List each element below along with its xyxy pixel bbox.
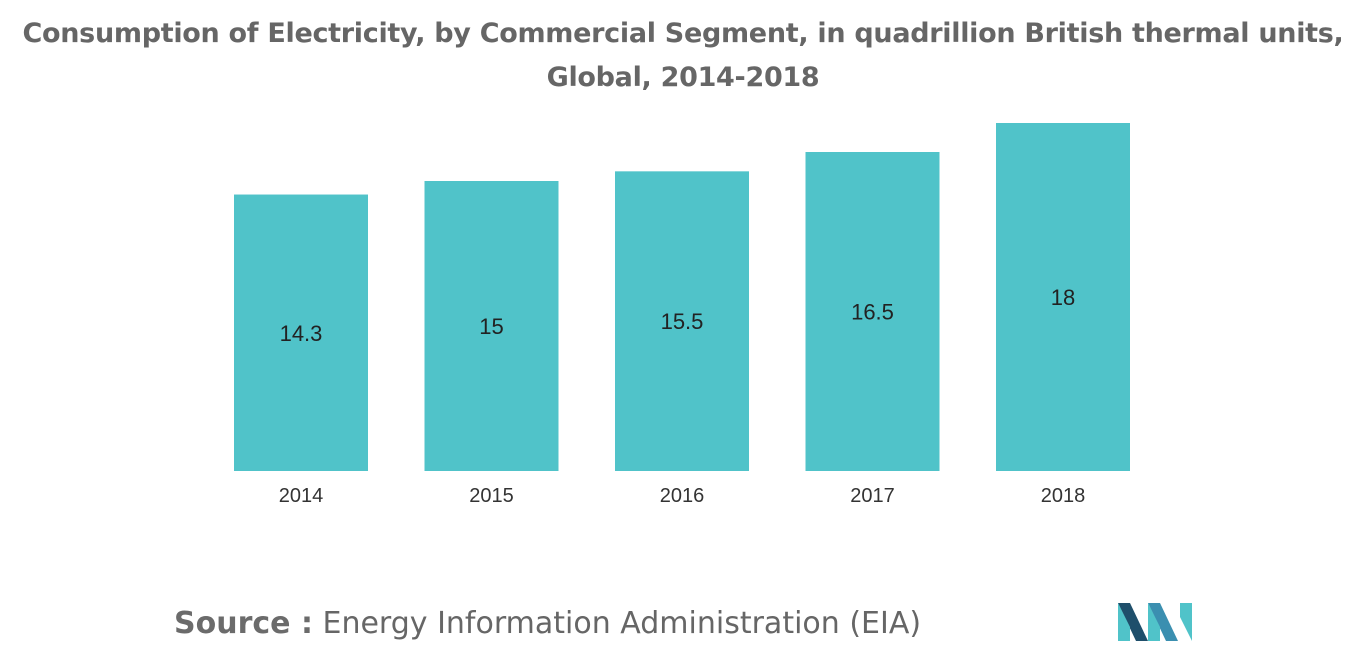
logo-shape-mid-base [1148,603,1160,641]
logo-shape-mid [1148,603,1178,641]
x-tick-label-2017: 2017 [850,485,895,507]
data-label-2014: 14.3 [280,321,323,346]
x-tick-label-2014: 2014 [279,485,324,507]
bar-2015 [424,181,559,471]
bars-group [234,123,1130,472]
bar-2018 [996,123,1130,471]
data-label-2017: 16.5 [851,300,894,325]
x-tick-label-2018: 2018 [1041,485,1086,507]
bar-2014 [234,194,368,472]
bar-2016 [615,171,749,472]
logo-shape-left-base [1118,603,1130,641]
logo-shape-right [1180,603,1192,641]
chart-subtitle: Global, 2014-2018 [546,62,820,93]
source-prefix: Source : [174,606,313,641]
bar-2017 [805,152,940,471]
data-label-2015: 15 [479,314,503,339]
logo-shape-left [1118,603,1148,641]
data-label-2018: 18 [1051,285,1075,310]
x-tick-labels-group: 2014 2015 2016 2017 2018 [279,485,1086,507]
chart-title-line-1: Consumption of Electricity, by Commercia… [22,18,1344,49]
x-tick-label-2016: 2016 [660,485,705,507]
data-label-2016: 15.5 [661,309,704,334]
source-text: Energy Information Administration (EIA) [322,606,922,641]
bar-chart: 14.3 15 15.5 16.5 18 2014 2015 2016 2017 2018 [234,123,1130,507]
mordor-intelligence-logo-icon [1118,603,1192,641]
x-tick-label-2015: 2015 [469,485,514,507]
data-labels-group: 14.3 15 15.5 16.5 18 [280,285,1076,346]
source-note: Source : Energy Information Administrati… [174,606,921,641]
chart-title: Consumption of Electricity, by Commercia… [0,12,1366,100]
